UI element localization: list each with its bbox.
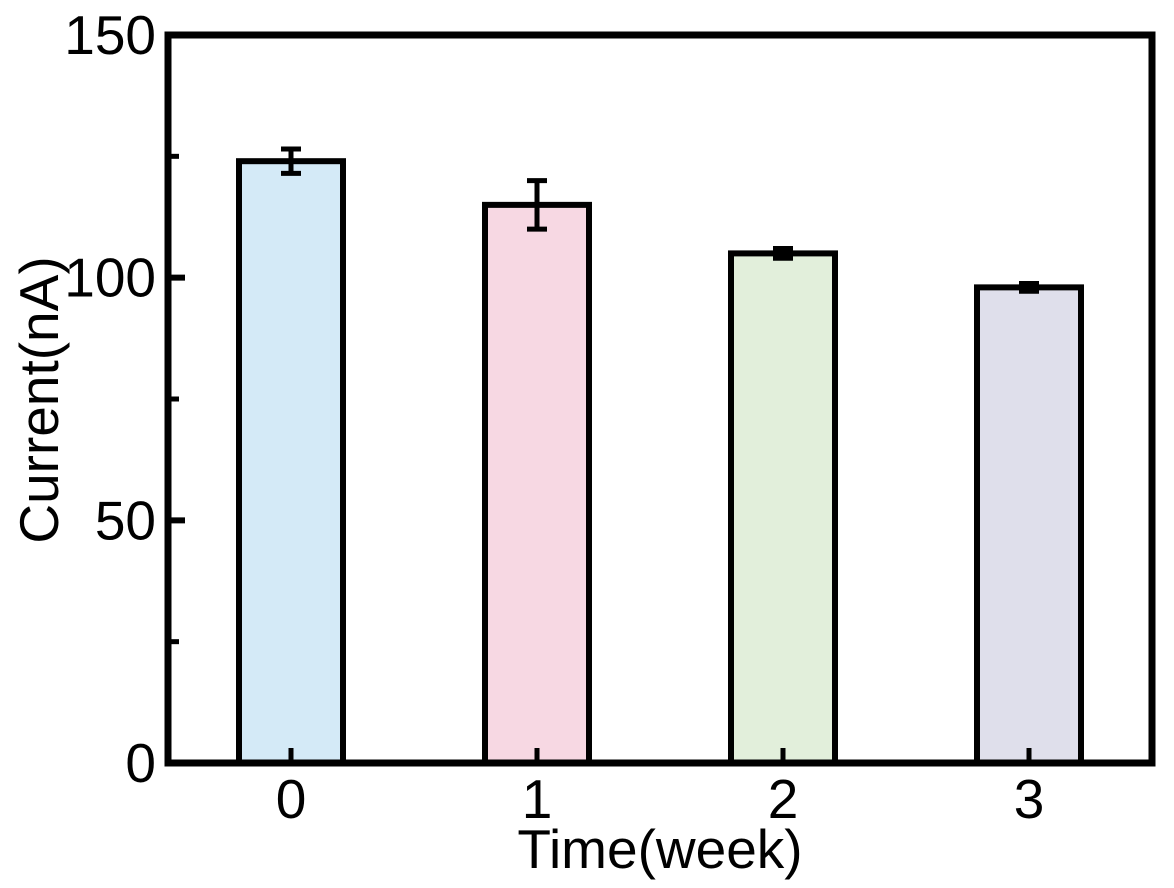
- x-tick-label-2: 2: [768, 768, 799, 830]
- x-axis-title: Time(week): [517, 818, 802, 880]
- y-tick-label-0: 0: [125, 732, 156, 794]
- bars-layer: [236, 158, 1084, 767]
- x-tick-label-0: 0: [276, 768, 307, 830]
- x-tick-label-3: 3: [1014, 768, 1045, 830]
- error-bar-week-1: [527, 178, 547, 232]
- y-tick-label-100: 100: [64, 247, 156, 309]
- error-bars-layer: [281, 146, 1039, 294]
- tick-labels-layer: 0 1 2 3 0 50 100 150: [64, 4, 1044, 830]
- bar-week-2: [728, 250, 838, 766]
- y-axis-title: Current(nA): [8, 256, 70, 543]
- axis-ticks-layer: [168, 153, 1032, 763]
- error-bar-week-2: [773, 246, 793, 261]
- y-tick-label-150: 150: [64, 4, 156, 66]
- bar-week-1: [482, 201, 592, 767]
- bar-week-0: [236, 158, 346, 767]
- error-bar-week-3: [1019, 280, 1039, 294]
- y-tick-label-50: 50: [95, 489, 156, 551]
- x-tick-label-1: 1: [522, 768, 553, 830]
- bar-week-3: [974, 284, 1084, 766]
- error-bar-week-0: [281, 146, 301, 176]
